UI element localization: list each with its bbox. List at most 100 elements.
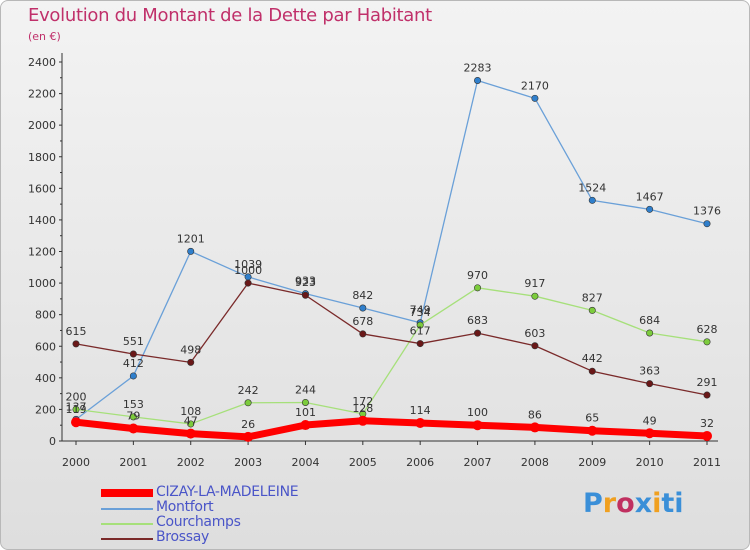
legend-label: Brossay xyxy=(156,529,209,545)
data-point xyxy=(588,367,596,375)
data-point xyxy=(644,428,655,439)
data-label: 1039 xyxy=(234,258,262,271)
data-point xyxy=(531,94,539,102)
y-tick-label: 2000 xyxy=(28,119,56,132)
y-tick-label: 800 xyxy=(35,309,56,322)
data-point xyxy=(72,405,80,413)
x-tick-label: 2002 xyxy=(177,456,205,469)
x-tick-label: 2011 xyxy=(693,456,721,469)
data-point xyxy=(416,340,424,348)
data-point xyxy=(187,358,195,366)
x-tick-label: 2001 xyxy=(119,456,147,469)
data-label: 363 xyxy=(639,365,660,378)
data-point xyxy=(588,306,596,314)
x-tick-label: 2010 xyxy=(636,456,664,469)
logo-letter: r xyxy=(602,488,617,519)
data-point xyxy=(529,422,540,433)
data-label: 108 xyxy=(180,405,201,418)
data-label: 970 xyxy=(467,269,488,282)
proxiti-logo: Proxiti xyxy=(583,488,684,519)
data-point xyxy=(129,350,137,358)
data-label: 749 xyxy=(410,304,431,317)
logo-letter: x xyxy=(634,488,653,519)
data-label: 615 xyxy=(66,325,87,338)
data-label: 65 xyxy=(585,412,599,425)
series-line-courchamps xyxy=(75,287,708,425)
data-point xyxy=(416,321,424,329)
logo-letter: t xyxy=(661,488,675,519)
series-line-brossay xyxy=(75,282,708,396)
data-label: 114 xyxy=(410,404,431,417)
data-label: 2283 xyxy=(464,61,492,74)
data-point xyxy=(359,330,367,338)
data-point xyxy=(187,420,195,428)
data-label: 842 xyxy=(352,289,373,302)
data-label: 101 xyxy=(295,406,316,419)
data-point xyxy=(244,279,252,287)
data-label: 683 xyxy=(467,314,488,327)
data-point xyxy=(474,284,482,292)
x-tick-label: 2000 xyxy=(62,456,90,469)
y-tick-label: 600 xyxy=(35,340,56,353)
data-label: 933 xyxy=(295,275,316,288)
logo-letter: o xyxy=(616,488,635,519)
data-point xyxy=(474,329,482,337)
data-point xyxy=(300,420,311,431)
data-point xyxy=(702,430,712,441)
y-tick-label: 1200 xyxy=(28,246,56,259)
data-label: 442 xyxy=(582,352,603,365)
data-point xyxy=(244,399,252,407)
data-point xyxy=(128,423,139,434)
data-point xyxy=(243,431,254,442)
data-label: 119 xyxy=(66,403,87,416)
x-tick-label: 2006 xyxy=(406,456,434,469)
data-label: 1467 xyxy=(636,190,664,203)
data-point xyxy=(472,420,483,431)
data-label: 291 xyxy=(697,376,718,389)
data-point xyxy=(415,417,426,428)
x-tick-label: 2004 xyxy=(291,456,319,469)
data-label: 603 xyxy=(524,327,545,340)
data-label: 917 xyxy=(524,277,545,290)
y-tick-label: 1600 xyxy=(28,182,56,195)
x-tick-label: 2003 xyxy=(234,456,262,469)
data-label: 498 xyxy=(180,343,201,356)
y-tick-label: 200 xyxy=(35,403,56,416)
x-tick-label: 2008 xyxy=(521,456,549,469)
y-tick-label: 400 xyxy=(35,372,56,385)
data-label: 244 xyxy=(295,383,316,396)
data-label: 1376 xyxy=(693,205,721,218)
data-point xyxy=(301,291,309,299)
y-tick-label: 1000 xyxy=(28,277,56,290)
data-point xyxy=(646,380,654,388)
data-label: 827 xyxy=(582,291,603,304)
data-point xyxy=(185,428,196,439)
data-point xyxy=(646,205,654,213)
data-point xyxy=(474,76,482,84)
series-line-cizay-la-madeleine xyxy=(72,417,711,441)
data-label: 242 xyxy=(238,384,259,397)
data-label: 1201 xyxy=(177,232,205,245)
data-point xyxy=(129,372,137,380)
data-label: 172 xyxy=(352,395,373,408)
data-label: 32 xyxy=(700,417,714,430)
y-tick-label: 1800 xyxy=(28,151,56,164)
data-point xyxy=(357,415,368,426)
data-label: 100 xyxy=(467,406,488,419)
data-point xyxy=(703,338,711,346)
data-label: 26 xyxy=(241,418,255,431)
data-point xyxy=(587,425,598,436)
logo-letter: P xyxy=(583,488,603,519)
data-label: 200 xyxy=(66,390,87,403)
chart-subtitle: (en €) xyxy=(28,30,61,43)
y-tick-label: 0 xyxy=(49,435,56,448)
legend-swatch xyxy=(101,489,153,497)
data-label: 551 xyxy=(123,335,144,348)
series-line-montfort xyxy=(75,79,708,421)
data-label: 684 xyxy=(639,314,660,327)
logo-letter: i xyxy=(674,488,684,519)
y-tick-label: 1400 xyxy=(28,214,56,227)
legend-label: CIZAY-LA-MADELEINE xyxy=(156,484,299,500)
y-tick-label: 2200 xyxy=(28,88,56,101)
